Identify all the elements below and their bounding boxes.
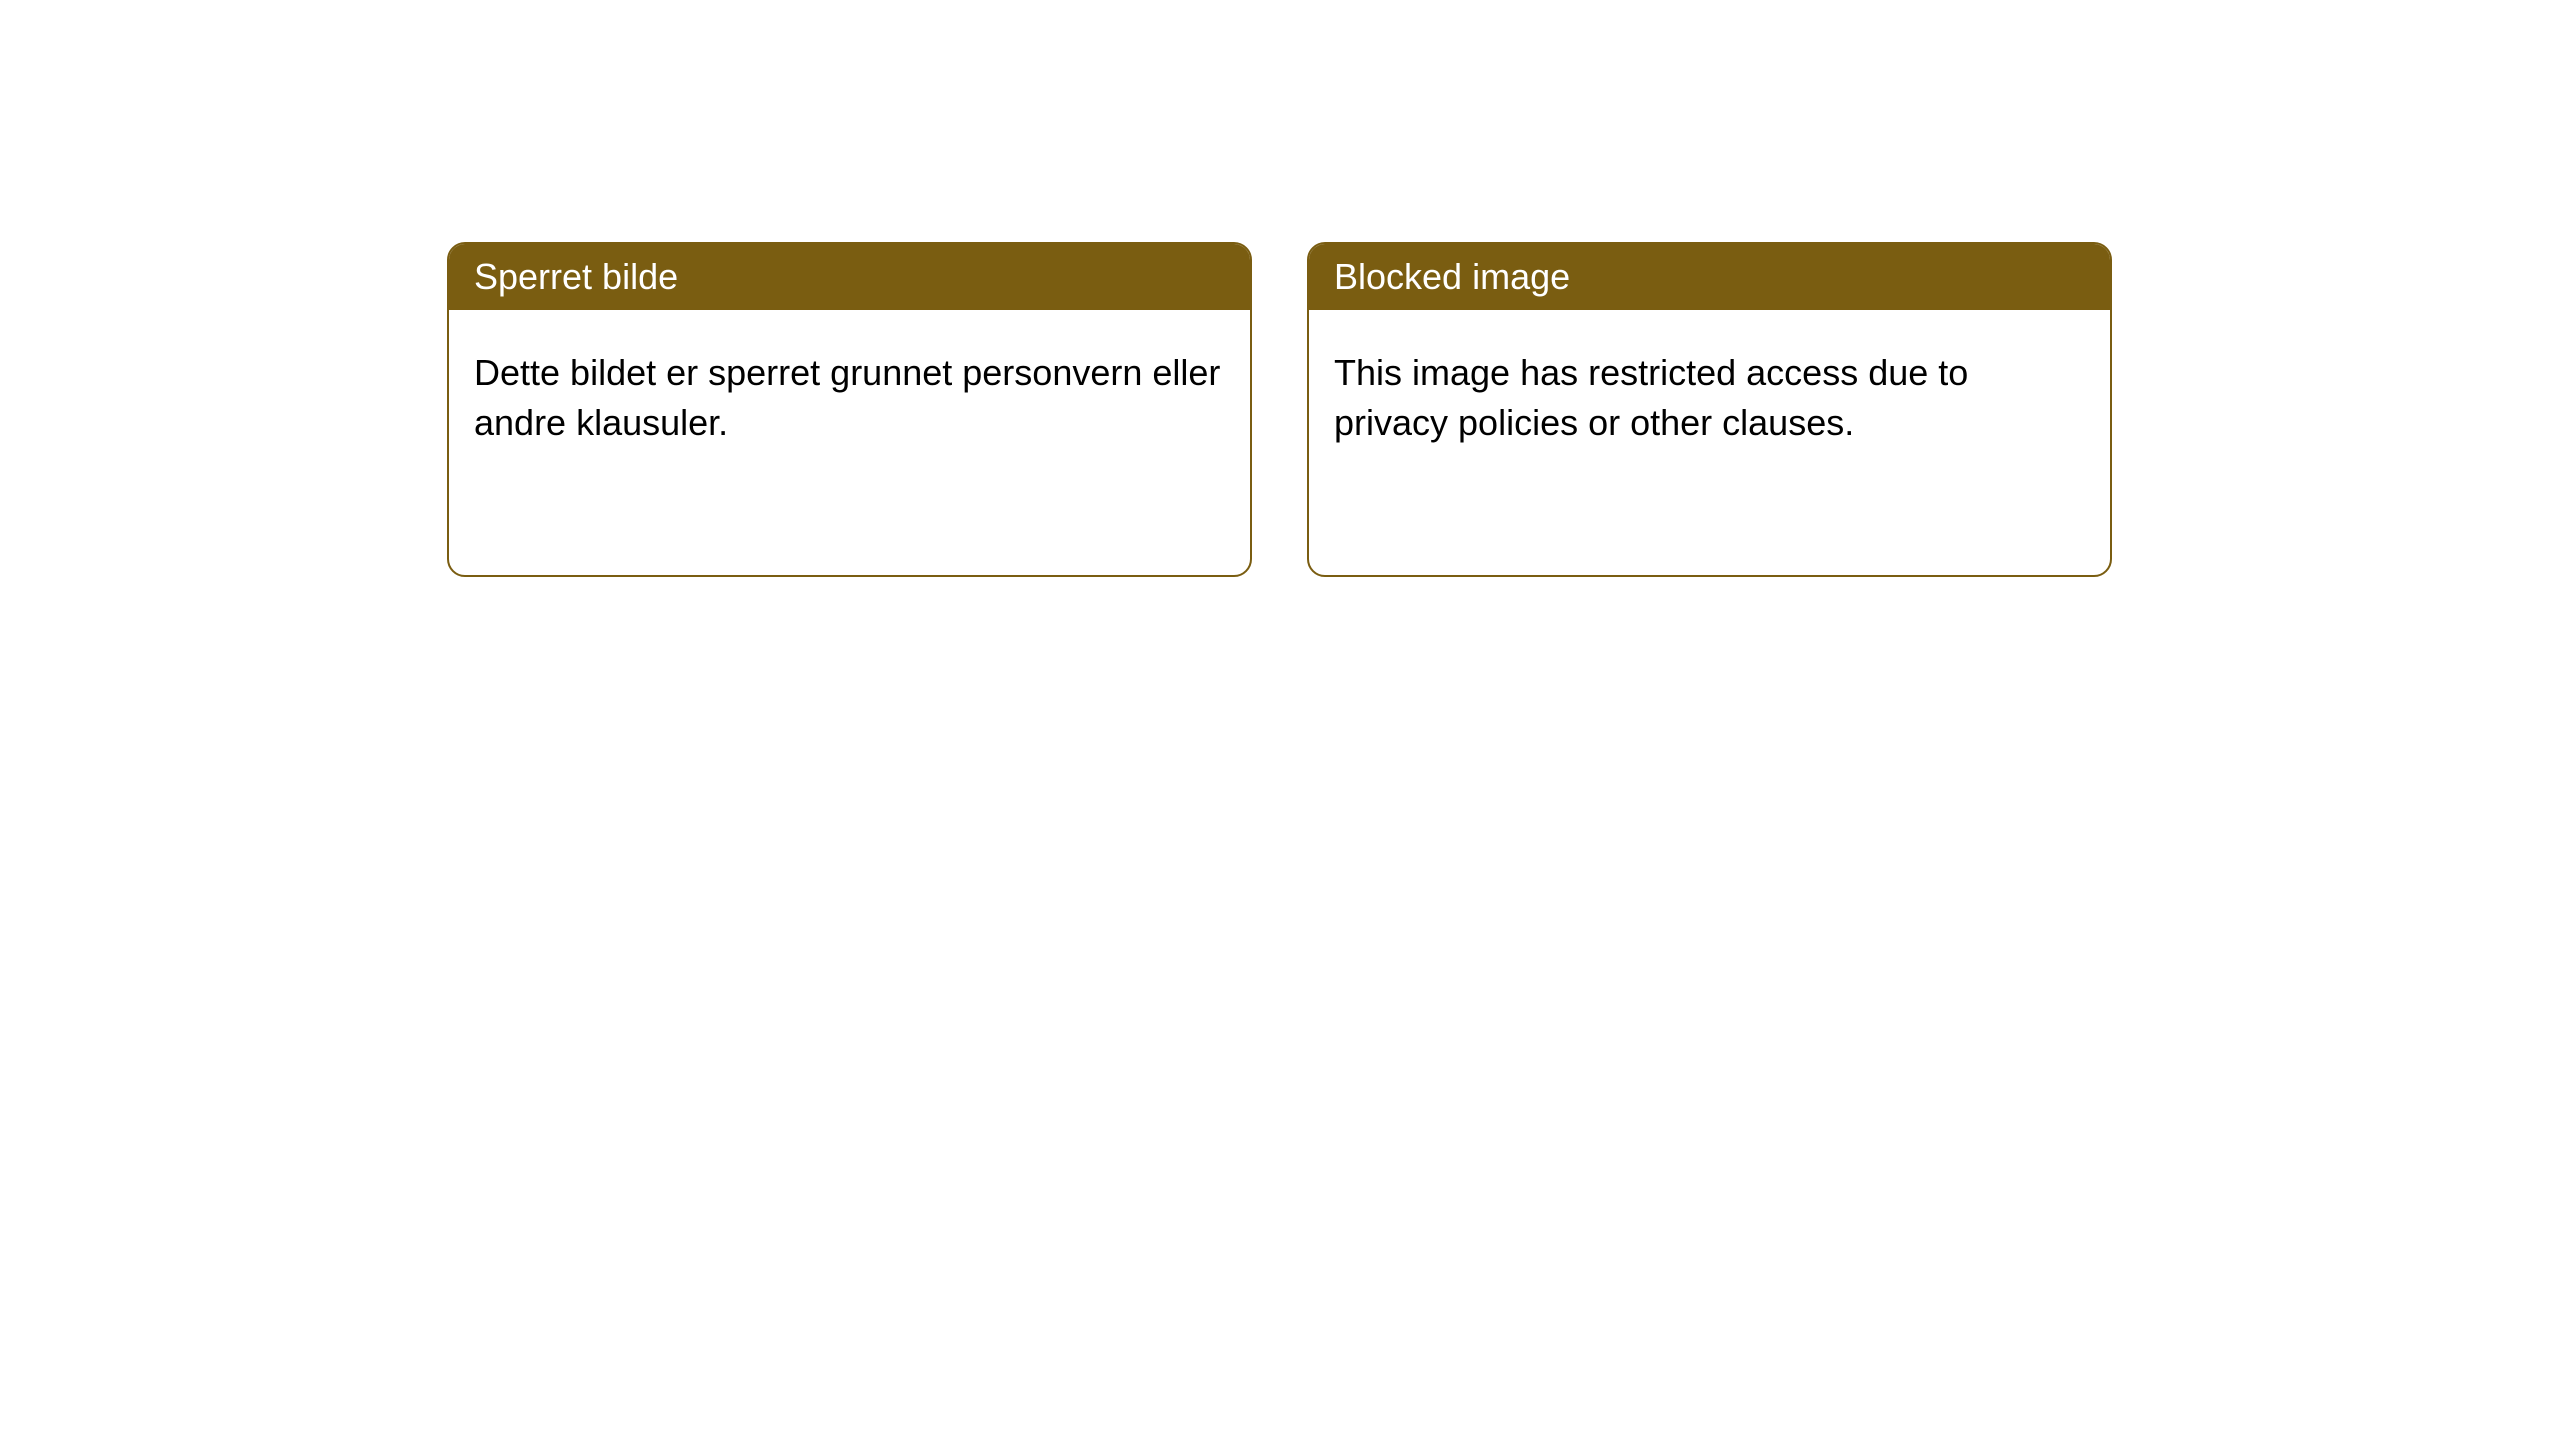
blocked-image-card-no: Sperret bilde Dette bildet er sperret gr… — [447, 242, 1252, 577]
notice-container: Sperret bilde Dette bildet er sperret gr… — [0, 0, 2560, 577]
card-header: Sperret bilde — [449, 244, 1250, 310]
card-message: Dette bildet er sperret grunnet personve… — [474, 352, 1220, 443]
card-body: Dette bildet er sperret grunnet personve… — [449, 310, 1250, 487]
blocked-image-card-en: Blocked image This image has restricted … — [1307, 242, 2112, 577]
card-body: This image has restricted access due to … — [1309, 310, 2110, 487]
card-header: Blocked image — [1309, 244, 2110, 310]
card-message: This image has restricted access due to … — [1334, 352, 1968, 443]
card-title: Blocked image — [1334, 256, 1570, 297]
card-title: Sperret bilde — [474, 256, 678, 297]
